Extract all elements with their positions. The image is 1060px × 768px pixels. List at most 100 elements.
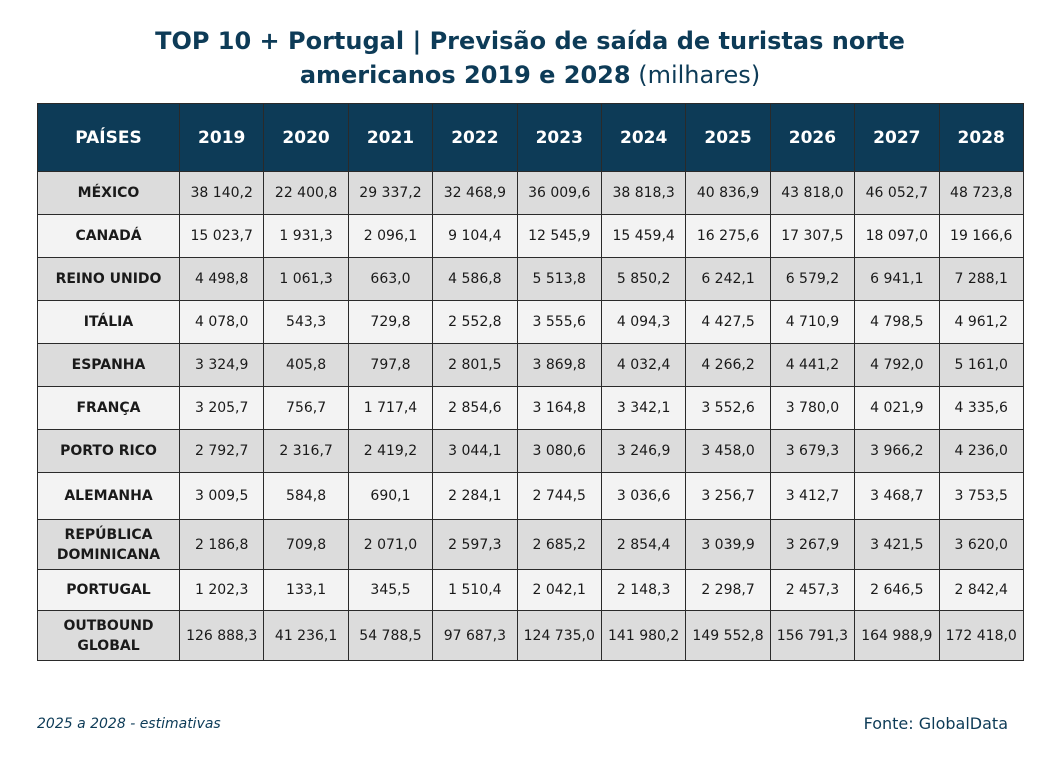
value-cell: 4 335,6 <box>938 386 1024 430</box>
table-row: MÉXICO 38 140,2 22 400,8 29 337,2 32 468,9 36… <box>37 171 1024 215</box>
value-cell: 2 792,7 <box>178 429 265 473</box>
value-cell: 126 888,3 <box>178 610 265 661</box>
value-cell: 2 298,7 <box>685 569 771 611</box>
value-cell: 3 164,8 <box>516 386 602 430</box>
column-header-year: 2026 <box>769 103 856 172</box>
value-cell: 2 419,2 <box>347 429 434 473</box>
table-row: PORTO RICO 2 792,7 2 316,7 2 419,2 3 044,1 3 … <box>37 429 1024 473</box>
column-header-year: 2027 <box>854 103 940 172</box>
column-header-year: 2025 <box>685 103 771 172</box>
table-row: ALEMANHA 3 009,5 584,8 690,1 2 284,1 2 744,5 3… <box>37 472 1024 520</box>
column-header-year: 2022 <box>432 103 518 172</box>
value-cell: 1 931,3 <box>263 214 349 258</box>
country-cell: ITÁLIA <box>37 300 180 344</box>
value-cell: 3 039,9 <box>685 519 771 570</box>
value-cell: 4 961,2 <box>938 300 1024 344</box>
value-cell: 3 080,6 <box>516 429 602 473</box>
value-cell: 2 552,8 <box>432 300 518 344</box>
country-cell: REINO UNIDO <box>37 257 180 301</box>
value-cell: 709,8 <box>263 519 349 570</box>
value-cell: 4 266,2 <box>685 343 771 387</box>
value-cell: 40 836,9 <box>685 171 771 215</box>
value-cell: 797,8 <box>347 343 434 387</box>
value-cell: 6 242,1 <box>685 257 771 301</box>
value-cell: 3 753,5 <box>938 472 1024 520</box>
header-row: PAÍSES 2019 2020 2021 2022 2023 2024 2025 2026 20… <box>37 103 1024 172</box>
value-cell: 2 186,8 <box>178 519 265 570</box>
value-cell: 9 104,4 <box>432 214 518 258</box>
value-cell: 3 009,5 <box>178 472 265 520</box>
value-cell: 2 316,7 <box>263 429 349 473</box>
column-header-year: 2023 <box>516 103 602 172</box>
value-cell: 3 458,0 <box>685 429 771 473</box>
value-cell: 18 097,0 <box>854 214 940 258</box>
value-cell: 2 071,0 <box>347 519 434 570</box>
value-cell: 756,7 <box>263 386 349 430</box>
column-header-countries: PAÍSES <box>37 103 180 172</box>
value-cell: 2 597,3 <box>432 519 518 570</box>
table-row: ITÁLIA 4 078,0 543,3 729,8 2 552,8 3 555,6 4 0… <box>37 300 1024 344</box>
value-cell: 54 788,5 <box>347 610 434 661</box>
value-cell: 3 421,5 <box>854 519 940 570</box>
value-cell: 405,8 <box>263 343 349 387</box>
value-cell: 3 552,6 <box>685 386 771 430</box>
title-line-2-bold: americanos 2019 e 2028 <box>299 61 631 89</box>
value-cell: 3 267,9 <box>769 519 856 570</box>
value-cell: 4 710,9 <box>769 300 856 344</box>
value-cell: 17 307,5 <box>769 214 856 258</box>
value-cell: 2 854,4 <box>600 519 687 570</box>
value-cell: 3 256,7 <box>685 472 771 520</box>
value-cell: 4 498,8 <box>178 257 265 301</box>
value-cell: 1 717,4 <box>347 386 434 430</box>
value-cell: 133,1 <box>263 569 349 611</box>
country-cell: OUTBOUND GLOBAL <box>37 610 180 661</box>
value-cell: 22 400,8 <box>263 171 349 215</box>
value-cell: 3 780,0 <box>769 386 856 430</box>
value-cell: 3 324,9 <box>178 343 265 387</box>
value-cell: 149 552,8 <box>685 610 771 661</box>
column-header-year: 2021 <box>347 103 434 172</box>
column-header-year: 2020 <box>263 103 349 172</box>
value-cell: 4 586,8 <box>432 257 518 301</box>
value-cell: 5 161,0 <box>938 343 1024 387</box>
country-cell: FRANÇA <box>37 386 180 430</box>
value-cell: 3 555,6 <box>516 300 602 344</box>
value-cell: 12 545,9 <box>516 214 602 258</box>
value-cell: 3 044,1 <box>432 429 518 473</box>
value-cell: 3 205,7 <box>178 386 265 430</box>
value-cell: 2 646,5 <box>854 569 940 611</box>
value-cell: 4 441,2 <box>769 343 856 387</box>
value-cell: 7 288,1 <box>938 257 1024 301</box>
country-cell: ALEMANHA <box>37 472 180 520</box>
value-cell: 15 023,7 <box>178 214 265 258</box>
value-cell: 3 468,7 <box>854 472 940 520</box>
forecast-table: PAÍSES 2019 2020 2021 2022 2023 2024 2025 2026 20… <box>37 103 1024 661</box>
value-cell: 3 620,0 <box>938 519 1024 570</box>
value-cell: 1 061,3 <box>263 257 349 301</box>
value-cell: 729,8 <box>347 300 434 344</box>
value-cell: 584,8 <box>263 472 349 520</box>
table-row: FRANÇA 3 205,7 756,7 1 717,4 2 854,6 3 164,8 3… <box>37 386 1024 430</box>
value-cell: 3 412,7 <box>769 472 856 520</box>
column-header-year: 2019 <box>178 103 265 172</box>
country-cell: MÉXICO <box>37 171 180 215</box>
title-line-2: americanos 2019 e 2028 (milhares) <box>0 58 1060 92</box>
table-row: ESPANHA 3 324,9 405,8 797,8 2 801,5 3 869,8 4 … <box>37 343 1024 387</box>
column-header-year: 2028 <box>938 103 1024 172</box>
value-cell: 690,1 <box>347 472 434 520</box>
value-cell: 48 723,8 <box>938 171 1024 215</box>
value-cell: 4 032,4 <box>600 343 687 387</box>
value-cell: 3 679,3 <box>769 429 856 473</box>
value-cell: 3 966,2 <box>854 429 940 473</box>
value-cell: 46 052,7 <box>854 171 940 215</box>
value-cell: 2 096,1 <box>347 214 434 258</box>
value-cell: 4 427,5 <box>685 300 771 344</box>
value-cell: 345,5 <box>347 569 434 611</box>
value-cell: 3 342,1 <box>600 386 687 430</box>
value-cell: 2 854,6 <box>432 386 518 430</box>
value-cell: 164 988,9 <box>854 610 940 661</box>
value-cell: 2 685,2 <box>516 519 602 570</box>
value-cell: 124 735,0 <box>516 610 602 661</box>
table-header: PAÍSES 2019 2020 2021 2022 2023 2024 2025 2026 20… <box>37 103 1024 172</box>
title-line-1-text: TOP 10 + Portugal | Previsão de saída de… <box>155 27 905 55</box>
